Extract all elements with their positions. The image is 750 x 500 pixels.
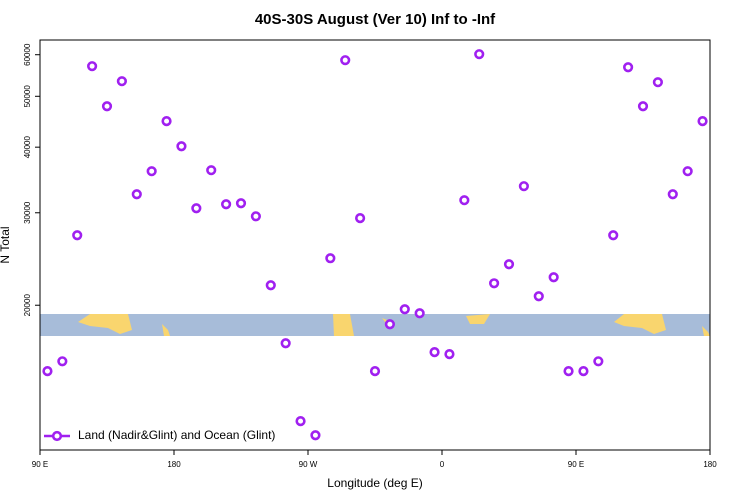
- point: [191, 203, 202, 214]
- point: [369, 366, 381, 377]
- x-tick-label: 0: [440, 460, 445, 469]
- point: [265, 280, 276, 291]
- x-tick-label: 180: [703, 460, 717, 469]
- point: [578, 366, 589, 377]
- point: [414, 308, 425, 319]
- point: [548, 272, 559, 283]
- point: [697, 116, 708, 127]
- ocean: [40, 314, 710, 336]
- point: [221, 199, 232, 210]
- point: [518, 181, 529, 192]
- point: [235, 198, 247, 209]
- x-tick-label: 180: [167, 460, 181, 469]
- point: [384, 319, 395, 330]
- y-axis-label: N Total: [0, 226, 12, 263]
- legend-marker: [51, 430, 63, 442]
- land: [614, 314, 666, 334]
- point: [340, 55, 351, 66]
- point: [399, 304, 410, 315]
- point: [146, 166, 157, 177]
- y-tick-label: 50000: [23, 85, 32, 108]
- point: [682, 166, 693, 177]
- y-tick-label: 60000: [23, 43, 32, 66]
- point: [87, 61, 98, 72]
- point: [131, 189, 142, 200]
- point: [325, 253, 336, 264]
- point: [533, 291, 544, 302]
- chart-title: 40S-30S August (Ver 10) Inf to -Inf: [255, 11, 496, 28]
- point: [206, 165, 217, 176]
- point: [250, 211, 261, 222]
- land: [702, 326, 710, 336]
- land: [78, 314, 132, 334]
- point: [459, 195, 470, 206]
- point: [429, 347, 440, 358]
- legend-label: Land (Nadir&Glint) and Ocean (Glint): [78, 428, 275, 442]
- point: [563, 366, 574, 377]
- point: [42, 366, 53, 377]
- point: [593, 356, 604, 367]
- land: [466, 314, 490, 324]
- point: [57, 356, 68, 367]
- x-tick-label: 90 E: [32, 460, 48, 469]
- point: [652, 77, 663, 88]
- y-tick-label: 40000: [23, 136, 32, 159]
- point: [72, 230, 83, 241]
- point: [101, 101, 113, 112]
- point: [295, 416, 306, 427]
- x-tick-label: 90 W: [299, 460, 318, 469]
- point: [503, 259, 515, 270]
- plot-frame: [39, 39, 711, 451]
- point: [355, 213, 366, 224]
- point: [667, 189, 678, 200]
- point: [116, 76, 127, 87]
- point: [623, 62, 634, 73]
- point: [637, 101, 649, 112]
- y-tick-label: 30000: [23, 201, 32, 224]
- x-axis-label: Longitude (deg E): [327, 476, 422, 490]
- point: [444, 349, 455, 360]
- y-tick-label: 20000: [23, 294, 32, 317]
- point: [474, 49, 485, 60]
- point: [608, 230, 619, 241]
- x-tick-label: 90 E: [568, 460, 584, 469]
- land: [333, 314, 354, 336]
- point: [310, 430, 321, 441]
- point: [176, 141, 187, 152]
- point: [161, 116, 172, 127]
- map-strip: [40, 314, 710, 336]
- point: [280, 338, 291, 349]
- land: [162, 324, 170, 336]
- point: [489, 278, 500, 289]
